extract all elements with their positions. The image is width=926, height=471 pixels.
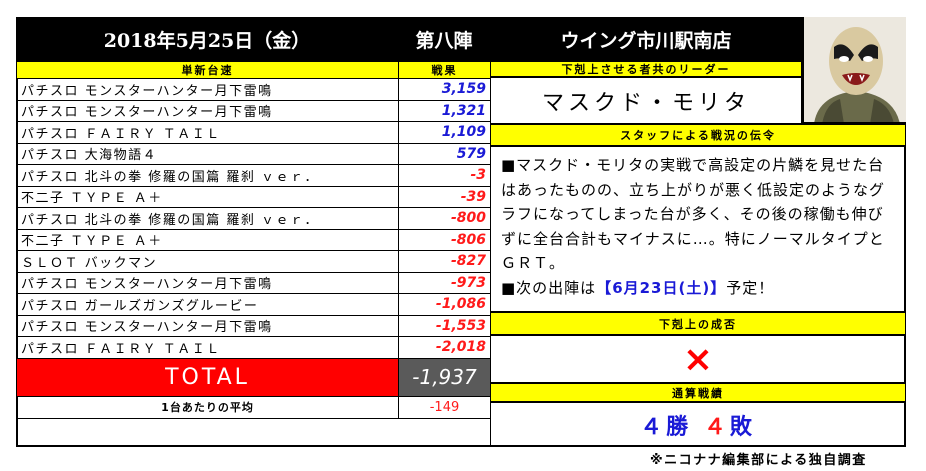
result-value: -3: [398, 164, 491, 187]
model-name: パチスロ ＦＡＩＲＹ ＴＡＩＬ: [16, 121, 399, 144]
table-row: パチスロ ＦＡＩＲＹ ＴＡＩＬ 1,109: [16, 121, 491, 144]
result-value: -1,086: [398, 293, 491, 316]
record-box: ４勝 ４敗: [490, 402, 906, 447]
model-name: パチスロ 大海物語４: [16, 142, 399, 165]
model-name: パチスロ モンスターハンター月下雷鳴: [16, 271, 399, 294]
result-value: -973: [398, 271, 491, 294]
model-name: パチスロ ガールズガンズグルービー: [16, 293, 399, 316]
leader-photo: [802, 17, 906, 124]
total-row: TOTAL -1,937: [16, 357, 491, 397]
result-value: -1,553: [398, 314, 491, 337]
result-value: 579: [398, 142, 491, 165]
model-name: 不二子 ＴＹＰＥ Ａ＋: [16, 185, 399, 208]
column-header-result: 戦果: [398, 61, 491, 79]
table-row: パチスロ モンスターハンター月下雷鳴 -1,553: [16, 314, 491, 337]
model-name: 不二子 ＴＹＰＥ Ａ＋: [16, 228, 399, 251]
table-row: パチスロ モンスターハンター月下雷鳴 -973: [16, 271, 491, 294]
table-row: 不二子 ＴＹＰＥ Ａ＋ -806: [16, 228, 491, 251]
result-value: -800: [398, 207, 491, 230]
record-value: ４勝 ４敗: [640, 409, 756, 441]
record-wins: ４: [640, 414, 667, 440]
outcome-title-bar: 下剋上の成否: [490, 312, 906, 335]
result-value: 1,109: [398, 121, 491, 144]
table-row: 不二子 ＴＹＰＥ Ａ＋ -39: [16, 185, 491, 208]
record-title-bar: 通算戦績: [490, 383, 906, 402]
column-header-model: 単新台速: [16, 61, 399, 79]
table-row: パチスロ 北斗の拳 修羅の国篇 羅刹 ｖｅｒ． -800: [16, 207, 491, 230]
footer-note: ※ニコナナ編集部による独自調査: [650, 453, 867, 468]
table-row: パチスロ モンスターハンター月下雷鳴 3,159: [16, 78, 491, 101]
table-row: パチスロ 大海物語４ 579: [16, 142, 491, 165]
comment-box: ■マスクド・モリタの実戦で高設定の片鱗を見せた台はあったものの、立ち上がりが悪く…: [490, 146, 906, 312]
outcome-cross-icon: ×: [682, 338, 714, 380]
model-name: パチスロ 北斗の拳 修羅の国篇 羅刹 ｖｅｒ．: [16, 207, 399, 230]
table-header-row: 単新台速 戦果: [16, 61, 491, 79]
header-date: 2018年5月25日（金）: [16, 17, 398, 61]
table-row: パチスロ モンスターハンター月下雷鳴 1,321: [16, 99, 491, 122]
result-value: -2,018: [398, 336, 491, 359]
result-value: -827: [398, 250, 491, 273]
model-name: パチスロ モンスターハンター月下雷鳴: [16, 99, 399, 122]
result-value: 3,159: [398, 78, 491, 101]
record-losses: ４: [703, 414, 730, 440]
next-battle-prefix: ■次の出陣は: [501, 278, 597, 297]
record-loss-word: 敗: [729, 414, 756, 440]
header-event: 第八陣: [398, 17, 490, 61]
total-label: TOTAL: [16, 357, 399, 397]
comment-title-bar: スタッフによる戦況の伝令: [490, 124, 906, 146]
average-value: -149: [398, 395, 491, 419]
leader-title-bar: 下剋上させる者共のリーダー: [490, 61, 802, 77]
leader-name-box: マスクド・モリタ: [490, 77, 802, 124]
average-label: 1台あたりの平均: [16, 395, 399, 419]
result-value: 1,321: [398, 99, 491, 122]
model-name: ＳＬＯＴ バックマン: [16, 250, 399, 273]
next-battle-date: 【6月23日(土)】: [596, 278, 727, 297]
outcome-box: ×: [490, 335, 906, 383]
table-row: パチスロ ＦＡＩＲＹ ＴＡＩＬ -2,018: [16, 336, 491, 359]
table-row: パチスロ 北斗の拳 修羅の国篇 羅刹 ｖｅｒ． -3: [16, 164, 491, 187]
table-row: パチスロ ガールズガンズグルービー -1,086: [16, 293, 491, 316]
model-name: パチスロ モンスターハンター月下雷鳴: [16, 78, 399, 101]
results-table: 単新台速 戦果 パチスロ モンスターハンター月下雷鳴 3,159 パチスロ モンスタ…: [16, 61, 491, 419]
result-value: -806: [398, 228, 491, 251]
average-row: 1台あたりの平均 -149: [16, 395, 491, 419]
leader-name: マスクド・モリタ: [541, 90, 750, 116]
comment-body: ■マスクド・モリタの実戦で高設定の片鱗を見せた台はあったものの、立ち上がりが悪く…: [501, 156, 886, 272]
model-name: パチスロ ＦＡＩＲＹ ＴＡＩＬ: [16, 336, 399, 359]
result-value: -39: [398, 185, 491, 208]
header-store: ウイング市川駅南店: [490, 17, 802, 61]
table-row: ＳＬＯＴ バックマン -827: [16, 250, 491, 273]
next-battle-suffix: 予定！: [726, 278, 775, 297]
model-name: パチスロ 北斗の拳 修羅の国篇 羅刹 ｖｅｒ．: [16, 164, 399, 187]
total-value: -1,937: [398, 357, 491, 397]
model-name: パチスロ モンスターハンター月下雷鳴: [16, 314, 399, 337]
record-win-word: 勝: [666, 414, 693, 440]
